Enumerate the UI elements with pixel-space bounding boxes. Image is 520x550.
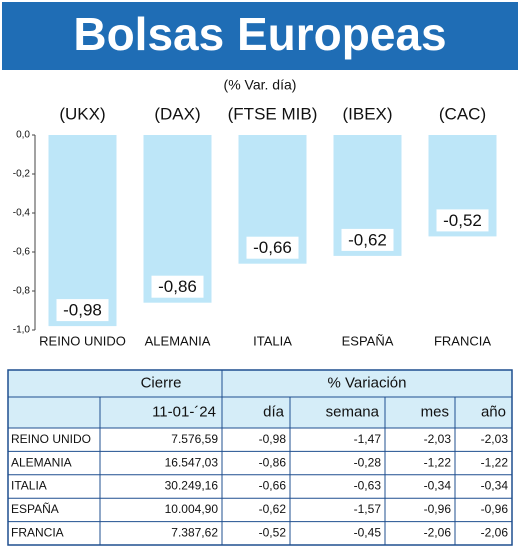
table-cell: -0,63: [354, 479, 382, 493]
table-header: 11-01-´24: [152, 403, 216, 420]
table-cell: -0,96: [481, 502, 509, 516]
x-tick-label: REINO UNIDO: [39, 333, 126, 348]
table-cell: -1,47: [354, 432, 382, 446]
index-code: (UKX): [59, 104, 105, 123]
table-cell: -0,62: [259, 502, 287, 516]
y-tick-label: -0,2: [13, 169, 31, 180]
chart-title: Bolsas Europeas: [73, 8, 446, 60]
table-cell: 10.004,90: [165, 502, 219, 516]
row-label: ESPAÑA: [11, 502, 59, 516]
table-header: día: [263, 403, 285, 420]
row-label: FRANCIA: [11, 525, 64, 539]
table-cell: 7.576,59: [171, 432, 218, 446]
index-code: (DAX): [154, 104, 200, 123]
value-label: -0,98: [63, 301, 102, 320]
y-tick-label: 0,0: [16, 130, 30, 141]
table-cell: -0,28: [354, 455, 382, 469]
chart-subtitle: (% Var. día): [224, 77, 297, 93]
table-cell: -0,96: [424, 502, 452, 516]
table-cell: -1,22: [424, 455, 452, 469]
x-tick-label: FRANCIA: [434, 333, 491, 348]
table-cell: -0,45: [354, 525, 382, 539]
table-cell: -0,86: [259, 455, 287, 469]
table-cell: -2,06: [481, 525, 509, 539]
table-cell: -0,34: [424, 479, 452, 493]
y-tick-label: -1,0: [13, 325, 31, 336]
table-cell: -0,52: [259, 525, 287, 539]
table-cell: -0,66: [259, 479, 287, 493]
row-label: ALEMANIA: [11, 455, 72, 469]
value-label: -0,86: [158, 277, 197, 296]
table-cell: -0,98: [259, 432, 287, 446]
table-header: mes: [421, 403, 449, 420]
table-header: Cierre: [141, 374, 182, 391]
index-code: (FTSE MIB): [228, 104, 318, 123]
value-label-box: [436, 209, 489, 232]
y-tick-label: -0,8: [13, 286, 31, 297]
table-cell: -1,22: [481, 455, 509, 469]
value-label-box: [341, 228, 394, 251]
title-banner: [2, 2, 518, 70]
x-tick-label: ITALIA: [253, 333, 292, 348]
table-cell: 7.387,62: [171, 525, 218, 539]
value-label-box: [246, 236, 299, 259]
index-code: (IBEX): [342, 104, 392, 123]
table-cell: 30.249,16: [165, 479, 219, 493]
table-cell: -0,34: [481, 479, 509, 493]
value-label-box: [56, 299, 109, 322]
table-header: % Variación: [328, 374, 407, 391]
table-cell: 16.547,03: [165, 455, 219, 469]
table-cell: -2,06: [424, 525, 452, 539]
table-header: semana: [326, 403, 380, 420]
y-tick-label: -0,4: [13, 208, 31, 219]
table-cell: -2,03: [481, 432, 509, 446]
bar: [143, 135, 212, 303]
value-label: -0,52: [443, 211, 482, 230]
table-header: año: [481, 403, 506, 420]
value-label: -0,66: [253, 238, 292, 257]
x-tick-label: ALEMANIA: [145, 333, 211, 348]
value-label-box: [151, 275, 204, 298]
table-cell: -2,03: [424, 432, 452, 446]
row-label: REINO UNIDO: [11, 432, 91, 446]
row-label: ITALIA: [11, 479, 47, 493]
table-cell: -1,57: [354, 502, 382, 516]
y-tick-label: -0,6: [13, 247, 31, 258]
table-header-bg: [8, 370, 512, 428]
value-label: -0,62: [348, 230, 387, 249]
bar: [48, 135, 117, 327]
x-tick-label: ESPAÑA: [342, 333, 394, 348]
index-code: (CAC): [439, 104, 486, 123]
